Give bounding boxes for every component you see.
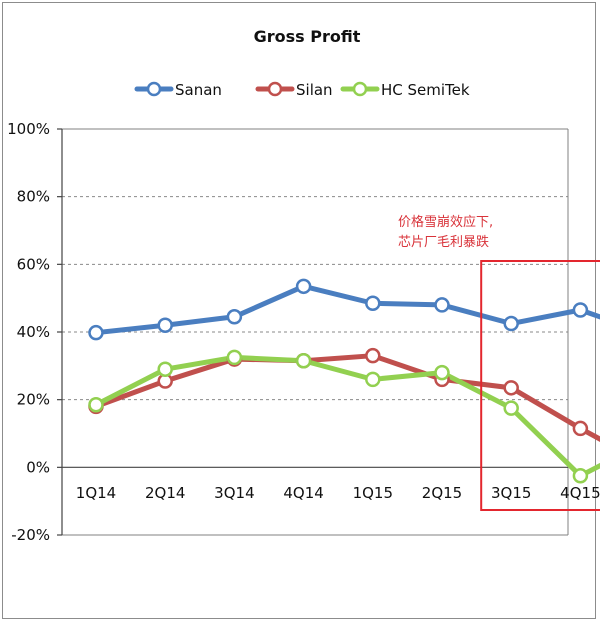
x-tick-label: 4Q15 <box>560 484 600 502</box>
data-point <box>434 297 450 313</box>
legend-marker <box>352 81 368 97</box>
x-tick-label: 2Q14 <box>145 484 185 502</box>
x-tick-label: 1Q15 <box>353 484 393 502</box>
y-tick-label: 100% <box>7 120 50 138</box>
x-tick-label: 1Q14 <box>76 484 116 502</box>
x-tick-label: 4Q14 <box>283 484 323 502</box>
data-point <box>157 361 173 377</box>
data-point <box>572 468 589 484</box>
annotation-text: 芯片厂毛利暴跌 <box>398 234 489 250</box>
data-point <box>295 278 312 295</box>
data-point <box>226 349 243 366</box>
y-tick-label: 0% <box>26 458 50 476</box>
chart-title: Gross Profit <box>254 27 361 46</box>
data-point <box>434 364 450 381</box>
data-point <box>295 353 312 369</box>
data-point <box>88 396 104 413</box>
y-tick-label: -20% <box>11 526 50 544</box>
x-tick-label: 3Q15 <box>491 484 531 502</box>
legend-marker <box>146 81 162 97</box>
legend: Sanan Silan HC SemiTek <box>134 81 470 99</box>
data-point <box>503 380 519 396</box>
data-point <box>572 420 589 437</box>
legend-label: HC SemiTek <box>381 81 470 99</box>
data-point <box>157 317 173 333</box>
plot-area: -20% 0% 20% 40% 60% 80% 100% 1Q14 2Q14 3Q14 4Q14 1Q… <box>7 120 600 544</box>
data-point <box>226 309 243 325</box>
series-line-2 <box>93 354 600 479</box>
data-point <box>503 400 519 416</box>
x-tick-label: 3Q14 <box>214 484 254 502</box>
y-tick-label: 60% <box>17 255 50 273</box>
data-point <box>365 295 381 311</box>
y-tick-label: 40% <box>17 323 50 341</box>
data-point <box>503 315 519 332</box>
data-point <box>88 324 104 341</box>
data-point <box>572 302 589 318</box>
y-tick-label: 80% <box>17 188 50 206</box>
y-tick-label: 20% <box>17 391 50 409</box>
data-point <box>365 371 381 388</box>
annotation-text: 价格雪崩效应下, <box>398 214 493 230</box>
x-tick-label: 2Q15 <box>422 484 462 502</box>
legend-label: Sanan <box>175 81 222 99</box>
legend-label: Silan <box>296 81 333 99</box>
legend-marker <box>267 81 283 97</box>
highlight-box <box>480 260 600 511</box>
data-point <box>365 347 381 364</box>
